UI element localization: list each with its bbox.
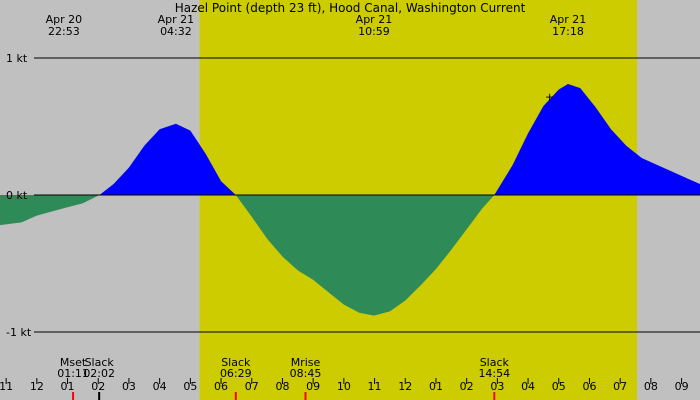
hour-label: 02 <box>460 380 474 393</box>
top-time-label: 17:18 <box>552 25 584 38</box>
hour-label: 03 <box>490 380 504 393</box>
y-gridlines: 1 kt 0 kt -1 kt <box>6 52 700 339</box>
hour-label: 01 <box>61 380 75 393</box>
ebb-area <box>235 195 495 316</box>
hour-label: 06 <box>582 380 596 393</box>
top-date-label: Apr 21 <box>550 13 587 26</box>
event-labels: Mset01:11Slack02:02Slack06:29Mrise08:45S… <box>57 356 510 400</box>
y-tick-label: 0 kt <box>6 189 28 202</box>
top-date-label: Apr 21 <box>356 13 393 26</box>
hour-label: 05 <box>552 380 566 393</box>
event-time: 14:54 <box>478 367 510 380</box>
hour-label: 09 <box>675 380 689 393</box>
hour-label: 08 <box>644 380 658 393</box>
flood-area <box>494 84 700 195</box>
hour-axis: 11 12 01 02 03 04 05 06 07 08 09 10 11 12 01 02 03 04 05 06… <box>0 378 689 393</box>
hour-label: 08 <box>275 380 289 393</box>
top-date-label: Apr 21 <box>158 13 195 26</box>
top-time-label: 10:59 <box>358 25 390 38</box>
event-label: Slack <box>221 356 251 369</box>
hour-label: 04 <box>153 380 167 393</box>
hour-label: 03 <box>122 380 136 393</box>
hour-label: 05 <box>183 380 197 393</box>
hour-label: 11 <box>368 380 382 393</box>
chart-title: Hazel Point (depth 23 ft), Hood Canal, W… <box>175 1 526 15</box>
event-time: 06:29 <box>220 367 252 380</box>
y-tick-label: -1 kt <box>6 326 32 339</box>
hour-label: 12 <box>398 380 412 393</box>
hour-label: 11 <box>0 380 13 393</box>
current-area: + <box>0 84 700 316</box>
hour-label: 04 <box>521 380 535 393</box>
top-time-label: 22:53 <box>48 25 80 38</box>
top-time-label: 04:32 <box>160 25 192 38</box>
event-label: Mrise <box>291 356 321 369</box>
hour-label: 10 <box>337 380 351 393</box>
event-label: Slack <box>85 356 115 369</box>
event-time: 08:45 <box>290 367 322 380</box>
hour-label: 01 <box>429 380 443 393</box>
hour-label: 09 <box>306 380 320 393</box>
top-date-label: Apr 20 <box>46 13 83 26</box>
hour-label: 02 <box>91 380 105 393</box>
hour-label: 06 <box>214 380 228 393</box>
ebb-area <box>0 195 100 226</box>
hour-label: 07 <box>245 380 259 393</box>
hour-label: 12 <box>30 380 44 393</box>
flood-area <box>99 123 236 195</box>
hour-label: 07 <box>613 380 627 393</box>
current-marker: + <box>545 90 554 103</box>
event-label: Mset <box>60 356 87 369</box>
event-time: 01:11 <box>57 367 89 380</box>
y-tick-label: 1 kt <box>6 52 28 65</box>
event-label: Slack <box>480 356 510 369</box>
event-time: 02:02 <box>83 367 115 380</box>
